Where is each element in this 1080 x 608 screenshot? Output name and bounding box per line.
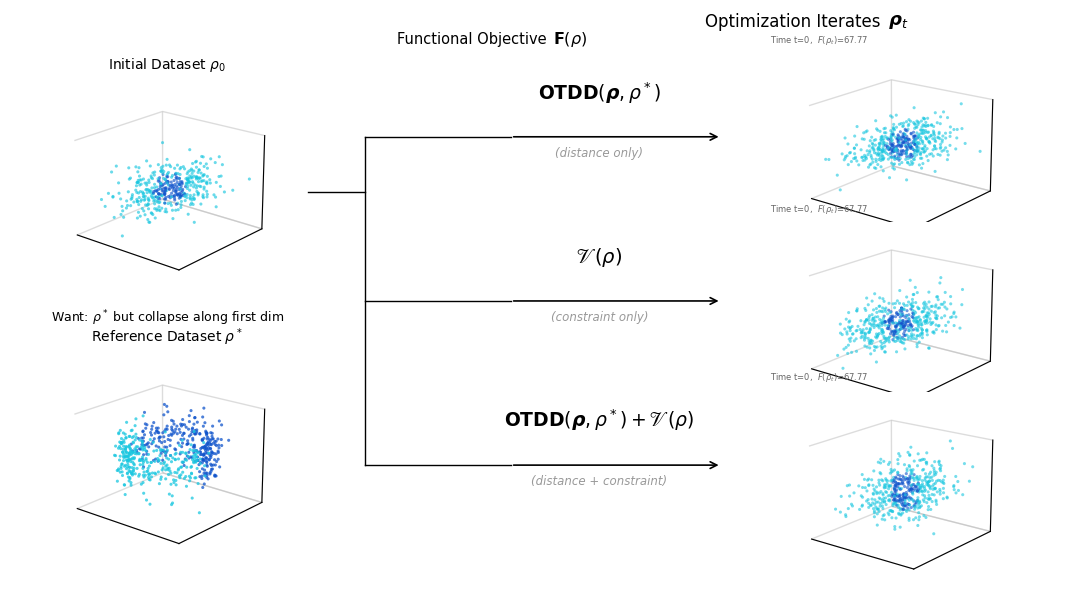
Text: Want: $\rho^*$ but collapse along first dim: Want: $\rho^*$ but collapse along first … — [51, 308, 284, 328]
Text: $\mathbf{OTDD}(\boldsymbol{\rho}, \boldsymbol{\rho^*}) + \mathscr{V}(\rho)$: $\mathbf{OTDD}(\boldsymbol{\rho}, \bolds… — [504, 408, 694, 434]
Text: Time t=0,  $F(\rho_t)$=67.77: Time t=0, $F(\rho_t)$=67.77 — [770, 371, 867, 384]
Text: Functional Objective: Functional Objective — [396, 32, 551, 47]
Text: Initial Dataset $\rho_0$: Initial Dataset $\rho_0$ — [108, 56, 227, 74]
Text: $\mathbf{F}(\rho)$: $\mathbf{F}(\rho)$ — [553, 30, 588, 49]
Text: Time t=0,  $F(\rho_t)$=67.77: Time t=0, $F(\rho_t)$=67.77 — [770, 35, 867, 47]
Text: (constraint only): (constraint only) — [551, 311, 648, 324]
Text: $\mathbf{OTDD}(\boldsymbol{\rho}, \boldsymbol{\rho^*})$: $\mathbf{OTDD}(\boldsymbol{\rho}, \bolds… — [538, 80, 661, 106]
Text: (distance + constraint): (distance + constraint) — [531, 475, 667, 488]
Text: Time t=0,  $F(\rho_t)$=67.77: Time t=0, $F(\rho_t)$=67.77 — [770, 203, 867, 216]
Text: $\mathscr{V}(\rho)$: $\mathscr{V}(\rho)$ — [577, 246, 622, 269]
Text: Reference Dataset $\rho^*$: Reference Dataset $\rho^*$ — [92, 326, 243, 348]
Text: $\boldsymbol{\rho}_t$: $\boldsymbol{\rho}_t$ — [888, 13, 908, 32]
Text: (distance only): (distance only) — [555, 147, 644, 160]
Text: Optimization Iterates: Optimization Iterates — [705, 13, 886, 32]
